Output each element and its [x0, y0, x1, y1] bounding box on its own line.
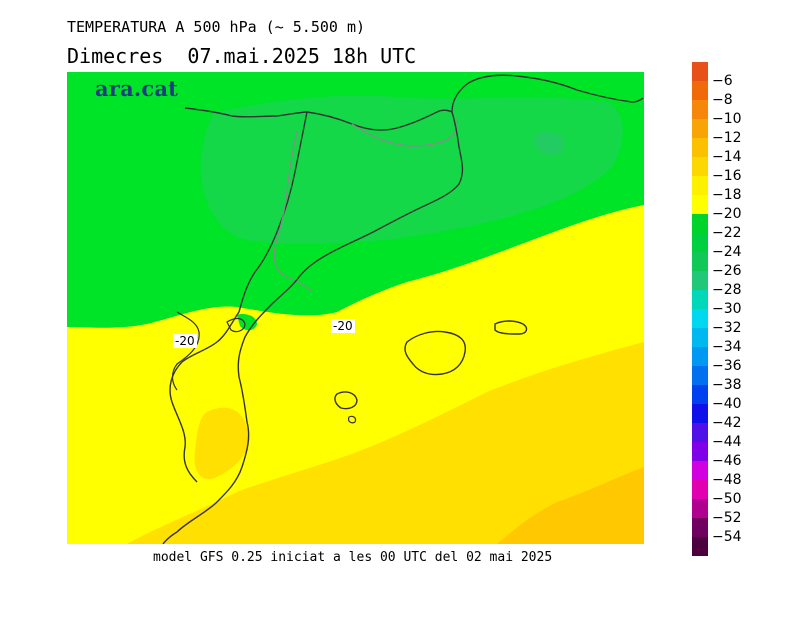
- mallorca-island: [404, 330, 466, 376]
- color-scale-label: −22: [712, 225, 742, 241]
- color-scale-segment: [692, 233, 708, 252]
- color-scale-label: −28: [712, 282, 742, 298]
- menorca-island: [494, 320, 528, 335]
- temperature-field: [67, 72, 644, 544]
- color-scale-segment: [692, 290, 708, 309]
- color-scale-label: −6: [712, 73, 733, 89]
- province-border-west: [273, 131, 313, 293]
- color-scale-segment: [692, 271, 708, 290]
- ebro-delta: [226, 317, 246, 333]
- color-scale-segment: [692, 62, 708, 81]
- france-coastline: [451, 74, 644, 113]
- color-scale-segment: [692, 423, 708, 442]
- color-scale-segment: [692, 214, 708, 233]
- color-scale-label: −12: [712, 130, 742, 146]
- color-scale-label: −44: [712, 434, 742, 450]
- color-scale-segment: [692, 518, 708, 537]
- color-scale-label: −34: [712, 339, 742, 355]
- color-scale-segment: [692, 480, 708, 499]
- color-scale-label: −52: [712, 510, 742, 526]
- color-scale-segment: [692, 309, 708, 328]
- field-minus-16: [127, 342, 644, 544]
- contour-label-central: -20: [331, 319, 355, 333]
- field-minus-24: [534, 132, 565, 155]
- color-scale-segment: [692, 404, 708, 423]
- province-border-north: [351, 116, 458, 147]
- field-minus-22: [200, 95, 623, 245]
- ibiza-island: [334, 391, 358, 410]
- formentera-island: [347, 415, 357, 424]
- color-scale-label: −24: [712, 244, 742, 260]
- color-scale-label: −10: [712, 111, 742, 127]
- field-minus-16-west: [194, 407, 250, 480]
- color-scale-segment: [692, 252, 708, 271]
- color-scale-label: −48: [712, 472, 742, 488]
- color-scale-segment: [692, 138, 708, 157]
- spain-coastline: [162, 111, 464, 544]
- ara-cat-logo: ara.cat: [95, 76, 179, 101]
- color-scale-segment: [692, 537, 708, 556]
- color-scale-segment: [692, 347, 708, 366]
- color-scale-segment: [692, 442, 708, 461]
- color-scale-label: −16: [712, 168, 742, 184]
- color-scale-segment: [692, 81, 708, 100]
- color-scale-label: −32: [712, 320, 742, 336]
- color-scale-segment: [692, 385, 708, 404]
- color-scale-segment: [692, 176, 708, 195]
- map-subtitle: Dimecres 07.mai.2025 18h UTC: [67, 44, 417, 68]
- model-info-footer: model GFS 0.25 iniciat a les 00 UTC del …: [153, 550, 553, 565]
- color-scale-label: −8: [712, 92, 733, 108]
- color-scale-label: −20: [712, 206, 742, 222]
- contour-label-west: -20: [173, 334, 197, 348]
- color-scale-label: −36: [712, 358, 742, 374]
- color-scale-bar: [692, 62, 708, 556]
- color-scale-segment: [692, 157, 708, 176]
- color-scale-label: −54: [712, 529, 742, 545]
- color-scale-label: −40: [712, 396, 742, 412]
- map-title: TEMPERATURA A 500 hPa (~ 5.500 m): [67, 18, 366, 36]
- color-scale-label: −42: [712, 415, 742, 431]
- color-scale-segment: [692, 100, 708, 119]
- pyrenees-border: [184, 107, 453, 131]
- field-minus-14: [497, 467, 644, 544]
- inland-boundary: [171, 311, 200, 391]
- color-scale-segment: [692, 366, 708, 385]
- color-scale-label: −30: [712, 301, 742, 317]
- color-scale-label: −14: [712, 149, 742, 165]
- aragon-catalonia-border: [238, 111, 308, 313]
- western-boundary: [169, 311, 240, 483]
- color-scale-segment: [692, 499, 708, 518]
- color-scale-label: −18: [712, 187, 742, 203]
- color-scale-label: −46: [712, 453, 742, 469]
- color-scale-segment: [692, 195, 708, 214]
- color-scale-label: −26: [712, 263, 742, 279]
- color-scale-segment: [692, 461, 708, 480]
- temperature-map: ara.cat -20 -20: [67, 72, 644, 544]
- color-scale-label: −38: [712, 377, 742, 393]
- color-scale-segment: [692, 119, 708, 138]
- color-scale-segment: [692, 328, 708, 347]
- color-scale-label: −50: [712, 491, 742, 507]
